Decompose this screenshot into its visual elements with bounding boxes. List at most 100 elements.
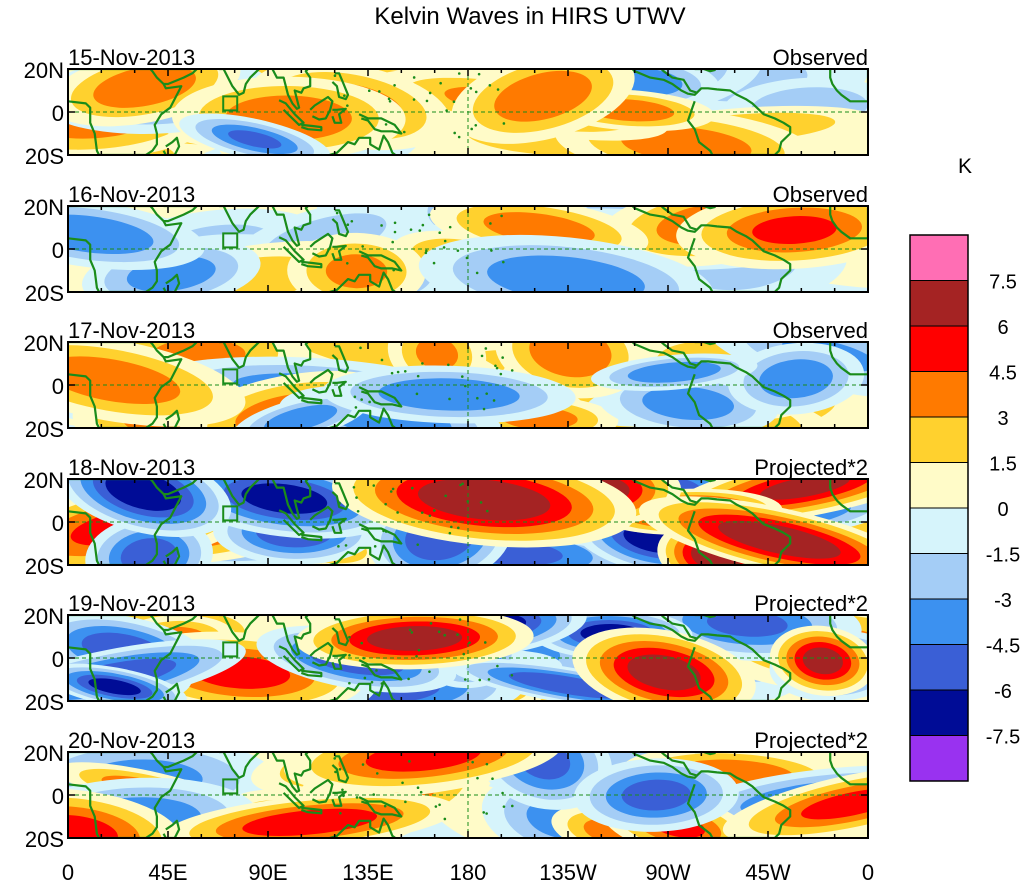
island-dot — [443, 633, 446, 637]
coastline — [300, 396, 323, 405]
island-dot — [499, 372, 503, 376]
anomaly-contour — [494, 70, 592, 122]
island-dot — [474, 123, 478, 127]
island-dot — [475, 271, 479, 275]
coastline — [278, 372, 305, 399]
anomaly-contour — [264, 404, 338, 428]
island-dot — [510, 369, 514, 372]
lat-label: 20S — [25, 554, 64, 579]
island-dot — [486, 509, 489, 513]
lat-label: 0 — [52, 647, 64, 672]
island-dot — [425, 249, 428, 253]
island-dot — [420, 511, 424, 514]
island-dot — [490, 249, 493, 252]
coastlines — [68, 479, 868, 565]
coastline — [686, 224, 792, 292]
island-dot — [380, 358, 384, 362]
island-dot — [384, 530, 388, 533]
anomaly-contour — [68, 214, 154, 255]
island-dot — [428, 670, 431, 673]
map-panel: 20N 0 20S 18-Nov-2013 Projected*2 — [24, 455, 869, 579]
island-dot — [392, 268, 395, 272]
island-dot — [432, 261, 436, 265]
colorbar-label: -4.5 — [986, 636, 1020, 658]
coastline — [68, 752, 183, 838]
coastline — [271, 752, 312, 793]
coastline — [686, 87, 792, 155]
lat-label: 20N — [24, 468, 64, 493]
island-dot — [339, 811, 342, 815]
coastline — [309, 232, 334, 258]
coastline — [631, 615, 698, 642]
island-dot — [460, 375, 464, 378]
island-dot — [421, 223, 425, 227]
coastline — [68, 69, 183, 155]
colorbar-unit: K — [958, 155, 972, 178]
island-dot — [469, 87, 473, 90]
island-dot — [344, 544, 348, 547]
island-dot — [478, 678, 482, 682]
island-dot — [348, 635, 351, 639]
island-dot — [427, 213, 431, 217]
island-dot — [355, 796, 359, 799]
island-dot — [480, 354, 484, 358]
island-dot — [361, 763, 365, 766]
anomaly-contour — [105, 479, 182, 511]
island-dot — [360, 641, 364, 645]
coastline — [358, 386, 403, 408]
island-dot — [416, 543, 420, 546]
island-dot — [396, 370, 400, 374]
island-dot — [346, 223, 350, 227]
anomaly-contour — [802, 647, 843, 675]
island-dot — [510, 804, 514, 808]
island-dot — [370, 680, 374, 684]
island-dot — [500, 214, 503, 218]
island-dot — [334, 770, 337, 774]
coastline — [631, 69, 698, 96]
island-dot — [476, 396, 479, 400]
island-dot — [363, 676, 367, 680]
island-dot — [437, 630, 441, 634]
island-dot — [428, 514, 432, 517]
island-dot — [341, 788, 344, 792]
lat-label: 20N — [24, 195, 64, 220]
panel-date: 17-Nov-2013 — [68, 318, 195, 343]
island-dot — [393, 230, 397, 234]
island-dot — [389, 490, 393, 493]
panel-date: 18-Nov-2013 — [68, 455, 195, 480]
coastline — [162, 682, 181, 701]
anomaly-contour — [642, 386, 734, 421]
island-dot — [372, 793, 376, 796]
island-dot — [444, 494, 447, 498]
island-dot — [471, 760, 474, 764]
lon-label: 0 — [62, 860, 74, 885]
region-box — [222, 232, 239, 249]
colorbar-label: -7.5 — [986, 727, 1020, 749]
coastlines — [68, 615, 868, 701]
coastline — [309, 641, 334, 667]
coastline — [271, 615, 312, 656]
coastline — [331, 345, 350, 374]
map-panel: 20N 0 20S 15-Nov-2013 Observed — [24, 45, 869, 169]
coastline — [162, 136, 181, 155]
colorbar-label: 0 — [997, 499, 1008, 521]
lat-label: 0 — [52, 374, 64, 399]
island-dot — [476, 776, 479, 780]
island-dot — [462, 652, 466, 656]
coastline — [631, 752, 698, 779]
coastline — [68, 206, 183, 292]
island-dot — [348, 654, 351, 657]
island-dot — [443, 817, 447, 821]
coastline — [68, 342, 183, 428]
island-dot — [415, 392, 419, 396]
coastline — [163, 206, 198, 223]
map-panel: 20N 0 20S 17-Nov-2013 Observed — [24, 318, 869, 442]
coastline — [68, 615, 183, 701]
colorbar-label: 3 — [997, 408, 1008, 430]
island-dot — [393, 221, 397, 225]
lon-label: 180 — [450, 860, 487, 885]
coastline — [163, 342, 198, 359]
coastline — [321, 817, 398, 838]
coastline — [829, 479, 868, 513]
coastline — [309, 95, 334, 121]
